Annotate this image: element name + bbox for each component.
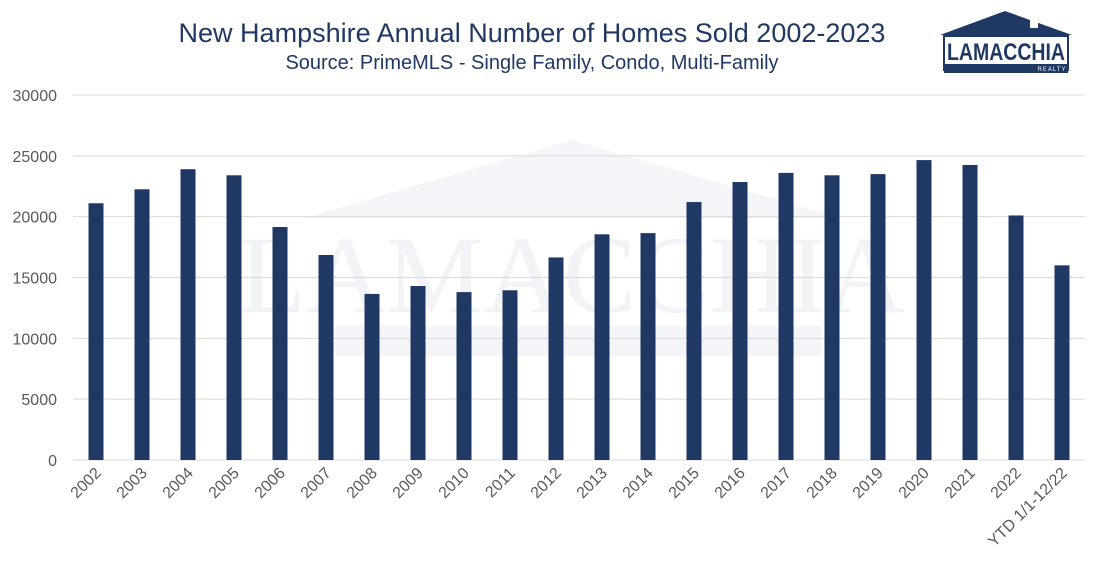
x-tick-label: 2004 bbox=[160, 465, 197, 502]
x-tick-label: 2009 bbox=[390, 465, 427, 502]
bar bbox=[226, 175, 242, 461]
x-tick-label: 2020 bbox=[896, 465, 933, 502]
bar bbox=[640, 233, 656, 460]
y-tick-label: 20000 bbox=[13, 210, 58, 227]
bar bbox=[548, 257, 564, 460]
bar bbox=[594, 234, 610, 460]
x-tick-label: 2006 bbox=[252, 465, 289, 502]
x-tick-label: 2005 bbox=[206, 465, 243, 502]
x-tick-label: 2012 bbox=[528, 465, 565, 502]
bar bbox=[502, 290, 518, 460]
watermark-logo: LAMACCHIA bbox=[239, 140, 905, 356]
logo-sub: REALTY bbox=[1038, 67, 1067, 73]
bar bbox=[732, 181, 748, 460]
x-tick-label: 2002 bbox=[68, 465, 105, 502]
bar bbox=[318, 254, 334, 460]
y-tick-label: 10000 bbox=[13, 331, 58, 348]
bar bbox=[272, 227, 288, 460]
x-tick-label: 2014 bbox=[620, 465, 657, 502]
x-tick-label: 2013 bbox=[574, 465, 611, 502]
x-tick-label: 2007 bbox=[298, 465, 335, 502]
bar bbox=[778, 172, 794, 460]
y-tick-label: 0 bbox=[48, 453, 57, 470]
x-tick-label: 2011 bbox=[482, 465, 518, 501]
x-tick-label: 2017 bbox=[758, 465, 795, 502]
bar bbox=[686, 202, 702, 461]
x-tick-label: 2018 bbox=[804, 465, 841, 502]
x-tick-label: 2021 bbox=[942, 465, 979, 502]
bar bbox=[824, 175, 840, 461]
x-tick-label: 2015 bbox=[666, 465, 703, 502]
chart-title: New Hampshire Annual Number of Homes Sol… bbox=[179, 18, 886, 48]
y-tick-label: 25000 bbox=[13, 149, 58, 166]
bar bbox=[1008, 215, 1024, 460]
x-tick-label: 2008 bbox=[344, 465, 381, 502]
bar bbox=[364, 293, 380, 460]
x-tick-label: 2019 bbox=[850, 465, 887, 502]
bar bbox=[456, 292, 472, 460]
x-tick-label: 2003 bbox=[114, 465, 151, 502]
y-tick-label: 15000 bbox=[13, 271, 58, 288]
lamacchia-logo: LAMACCHIA REALTY bbox=[940, 11, 1072, 73]
bar bbox=[134, 189, 150, 460]
y-tick-label: 30000 bbox=[13, 88, 58, 105]
y-tick-label: 5000 bbox=[21, 392, 57, 409]
bar bbox=[962, 164, 978, 461]
bar bbox=[410, 286, 426, 460]
logo-name: LAMACCHIA bbox=[947, 39, 1065, 66]
bar bbox=[88, 203, 104, 461]
bar bbox=[180, 169, 196, 460]
x-tick-label: 2010 bbox=[436, 465, 473, 502]
chart-subtitle: Source: PrimeMLS - Single Family, Condo,… bbox=[285, 52, 778, 74]
bar bbox=[1054, 265, 1070, 460]
bar bbox=[870, 174, 886, 461]
x-tick-label: 2016 bbox=[712, 465, 749, 502]
x-tick-label: 2022 bbox=[988, 465, 1025, 502]
x-tick-label: YTD 1/1-12/22 bbox=[985, 465, 1071, 551]
watermark-text: LAMACCHIA bbox=[239, 214, 905, 336]
bar bbox=[916, 160, 932, 460]
